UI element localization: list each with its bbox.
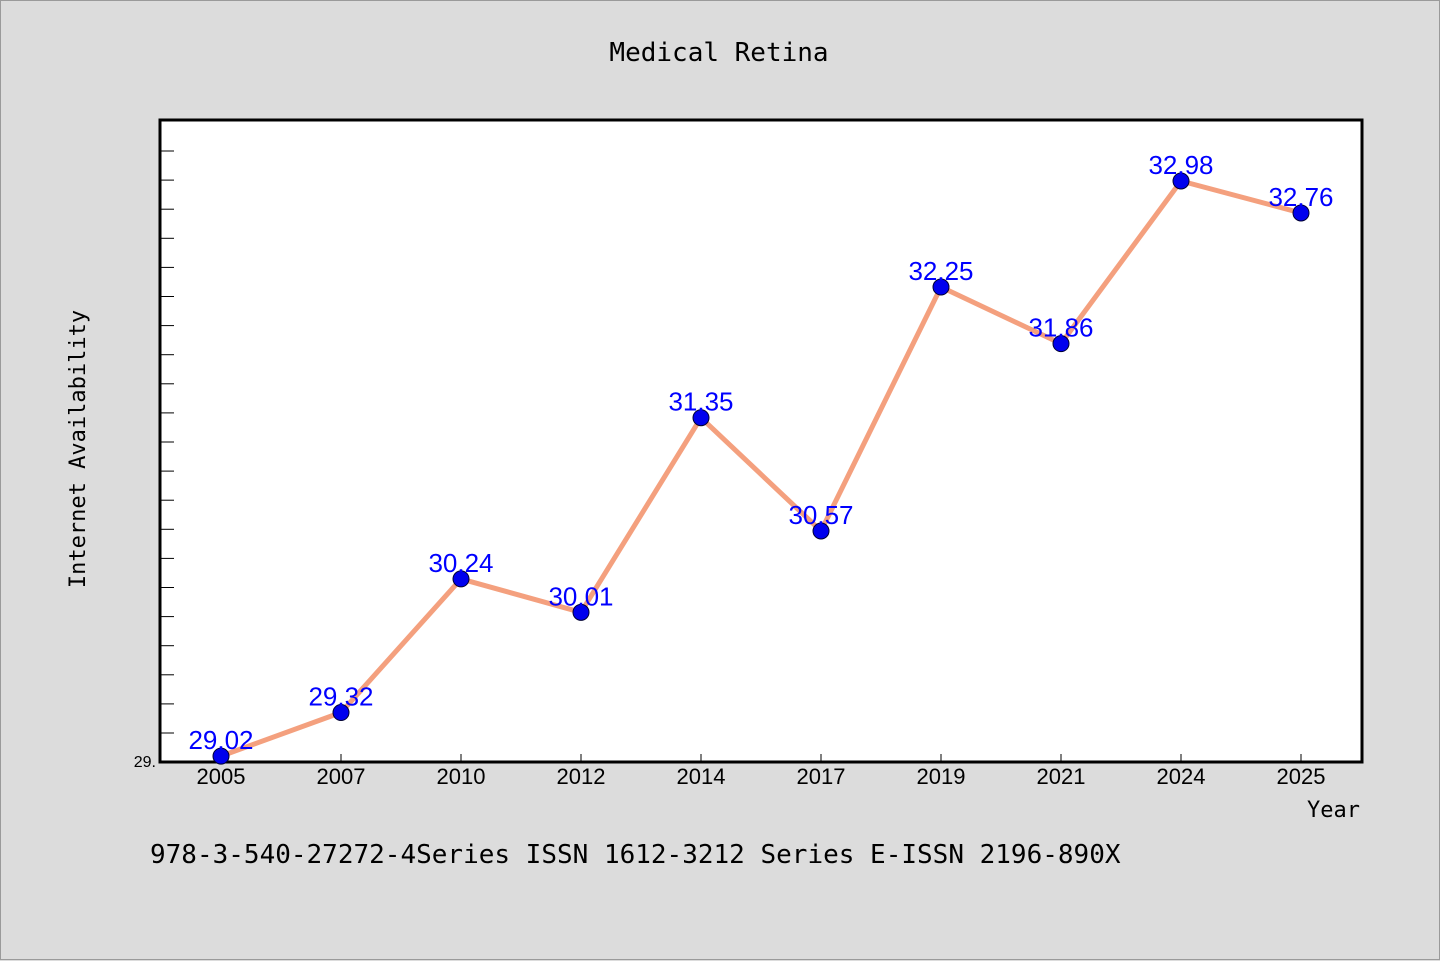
x-tick-label: 2021 bbox=[1037, 764, 1086, 789]
data-markers bbox=[212, 172, 1310, 765]
data-point bbox=[812, 522, 830, 540]
data-point bbox=[1172, 172, 1190, 190]
chart-title: Medical Retina bbox=[609, 38, 828, 68]
data-label: 31.35 bbox=[668, 387, 733, 417]
data-point bbox=[692, 409, 710, 427]
data-label: 29.02 bbox=[188, 725, 253, 755]
plot-area bbox=[158, 118, 1364, 764]
data-point bbox=[572, 603, 590, 621]
x-tick-label: 2024 bbox=[1157, 764, 1206, 789]
data-label: 30.24 bbox=[428, 548, 493, 578]
data-point bbox=[212, 747, 230, 765]
series-line bbox=[218, 178, 1304, 759]
x-axis-tick-labels: 2005 2007 2010 2012 2014 2017 2019 2021 2024 2025 bbox=[197, 764, 1326, 789]
data-labels: 29.02 29.32 30.24 30.01 31.35 30.57 32.25 31.86… bbox=[188, 150, 1333, 755]
x-tick-label: 2010 bbox=[437, 764, 486, 789]
data-point bbox=[452, 570, 470, 588]
data-label: 32.76 bbox=[1268, 182, 1333, 212]
y-axis-label: Internet Availability bbox=[66, 310, 91, 588]
x-tick-label: 2005 bbox=[197, 764, 246, 789]
data-point bbox=[1292, 204, 1310, 222]
data-point bbox=[1052, 335, 1070, 353]
y-axis-tick-labels: 29. bbox=[134, 754, 156, 771]
x-axis-label: Year bbox=[1307, 798, 1360, 823]
data-label: 32.25 bbox=[908, 256, 973, 286]
y-tick-label: 29. bbox=[134, 754, 156, 771]
data-point bbox=[932, 278, 950, 296]
data-point bbox=[332, 704, 350, 722]
data-label: 31.86 bbox=[1028, 313, 1093, 343]
data-label: 29.32 bbox=[308, 682, 373, 712]
data-label: 32.98 bbox=[1148, 150, 1213, 180]
data-label: 30.57 bbox=[788, 500, 853, 530]
x-tick-label: 2019 bbox=[917, 764, 966, 789]
x-tick-label: 2012 bbox=[557, 764, 606, 789]
x-tick-label: 2014 bbox=[677, 764, 726, 789]
data-label: 30.01 bbox=[548, 581, 613, 611]
x-tick-label: 2007 bbox=[317, 764, 366, 789]
y-axis-ticks bbox=[160, 150, 174, 734]
x-tick-label: 2017 bbox=[797, 764, 846, 789]
x-tick-label: 2025 bbox=[1277, 764, 1326, 789]
footer-text: 978-3-540-27272-4Series ISSN 1612-3212 S… bbox=[150, 840, 1121, 870]
